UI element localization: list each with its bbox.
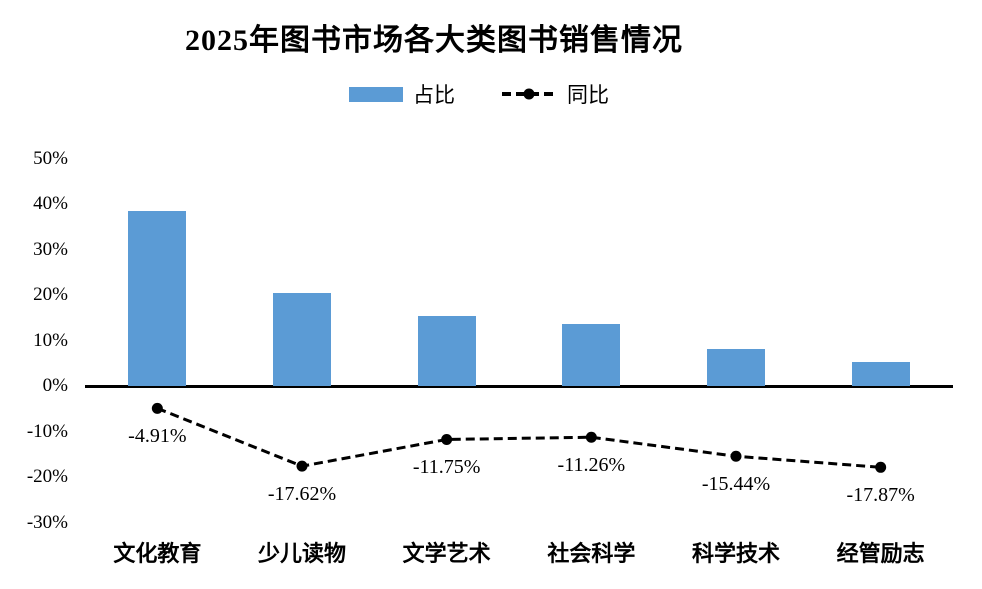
data-point-marker xyxy=(151,402,163,414)
y-axis-tick-label: 30% xyxy=(33,238,68,260)
line-data-label: -15.44% xyxy=(701,473,771,496)
line-data-label: -11.75% xyxy=(412,456,481,479)
y-axis-tick-label: -10% xyxy=(26,420,68,442)
legend-item-bar: 占比 xyxy=(349,79,455,109)
line-data-label: -11.26% xyxy=(557,454,626,477)
legend: 占比 同比 xyxy=(0,80,958,108)
y-axis-tick-label: 40% xyxy=(33,193,68,214)
bar-series-swatch xyxy=(349,86,403,102)
y-axis-tick-label: 20% xyxy=(33,284,68,305)
x-axis-category-label: 经管励志 xyxy=(836,541,925,566)
x-axis-category-label: 少儿读物 xyxy=(257,541,346,566)
bar-series-label: 占比 xyxy=(413,83,455,107)
bar xyxy=(851,362,910,386)
y-axis-tick-label: 0% xyxy=(42,375,68,396)
legend-item-line: 同比 xyxy=(501,79,609,109)
data-point-marker xyxy=(585,431,597,443)
x-axis-category-label: 文化教育 xyxy=(113,541,202,566)
y-axis-tick-label: -30% xyxy=(26,511,68,533)
x-axis-category-label: 科学技术 xyxy=(691,541,780,566)
y-axis-tick-label: 10% xyxy=(33,329,68,351)
y-axis-tick-label: 50% xyxy=(33,147,68,169)
bar xyxy=(562,323,621,386)
line-data-label: -17.87% xyxy=(846,484,915,507)
data-point-marker xyxy=(296,460,308,472)
bar xyxy=(417,315,476,386)
x-axis-category-label: 文学艺术 xyxy=(402,541,491,566)
data-point-marker xyxy=(441,433,453,445)
line-data-label: -17.62% xyxy=(267,483,337,506)
bar xyxy=(707,348,765,386)
data-point-marker xyxy=(730,450,742,462)
x-axis-zero-line xyxy=(85,385,953,388)
line-data-label: -4.91% xyxy=(128,425,187,448)
y-axis-tick-label: -20% xyxy=(26,466,68,487)
chart-title: 2025年图书市场各大类图书销售情况 xyxy=(185,24,683,57)
x-axis-category-label: 社会科学 xyxy=(547,541,636,566)
bar xyxy=(273,292,331,386)
line-series-label: 同比 xyxy=(567,83,609,107)
bar xyxy=(128,211,187,386)
dashed-line-marker-icon xyxy=(502,88,556,100)
data-point-marker xyxy=(875,461,887,473)
